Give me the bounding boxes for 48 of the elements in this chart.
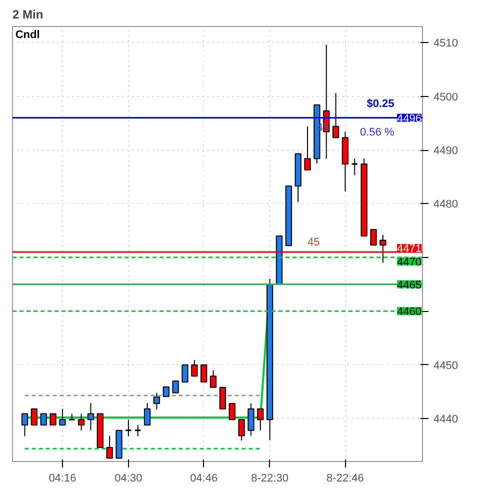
candlestick xyxy=(210,370,217,388)
candlestick xyxy=(200,364,208,383)
x-tick-label: 04:46 xyxy=(190,472,218,484)
candlestick xyxy=(228,403,236,420)
annotation: $0.25 xyxy=(366,98,394,110)
candlestick xyxy=(153,392,160,410)
y-tick-label: 4440 xyxy=(434,414,458,426)
candlestick xyxy=(238,419,245,442)
candlestick xyxy=(144,402,151,426)
candlestick xyxy=(219,386,226,410)
ref-line-label: 4471 xyxy=(397,243,422,256)
x-tick-label: 8-22:46 xyxy=(326,472,364,484)
x-tick-label: 04:16 xyxy=(48,472,76,484)
candlestick xyxy=(21,413,28,437)
y-tick-label: 4490 xyxy=(434,145,458,158)
candlestick xyxy=(191,360,198,377)
candlestick xyxy=(172,380,179,394)
candlestick xyxy=(87,402,94,431)
annotation: 45 xyxy=(308,236,320,248)
annotation: 45 xyxy=(316,122,330,134)
x-tick-label: 8-22:30 xyxy=(251,472,288,484)
candlestick xyxy=(257,408,264,431)
candlestick xyxy=(40,413,47,426)
candlestick xyxy=(59,408,66,426)
y-tick-label: 4510 xyxy=(434,38,458,50)
chart-title: 2 Min xyxy=(12,8,44,22)
candlestick xyxy=(332,92,340,138)
candlestick xyxy=(248,403,254,436)
annotation: 0.56 % xyxy=(360,126,394,138)
candlestick xyxy=(30,408,38,426)
candlestick xyxy=(78,413,85,431)
annotation: Cndl xyxy=(15,29,40,42)
candlestick xyxy=(134,424,142,437)
y-tick-label: 4480 xyxy=(434,198,458,211)
candlestick xyxy=(50,413,56,426)
candlestick xyxy=(68,413,76,420)
y-tick-label: 4450 xyxy=(434,360,458,372)
candlestick xyxy=(370,229,377,246)
candlestick xyxy=(351,158,358,176)
candlestick xyxy=(182,364,188,383)
candlestick xyxy=(124,419,132,437)
candlestick xyxy=(162,386,170,398)
ref-line-label: 4496 xyxy=(397,112,422,125)
candlestick xyxy=(106,435,113,459)
x-tick-label: 04:30 xyxy=(114,472,142,484)
y-tick-label: 4500 xyxy=(434,91,458,104)
ref-line-label: 4470 xyxy=(397,256,422,268)
candlestick xyxy=(304,126,311,170)
